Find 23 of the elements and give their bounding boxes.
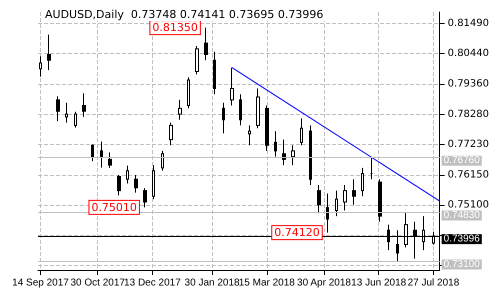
x-tick-label: 13 Jun 2018 bbox=[351, 278, 407, 288]
annotation: 0.74120 bbox=[274, 226, 320, 240]
x-tick-label: 27 Jul 2018 bbox=[408, 278, 460, 288]
x-tick-label: 30 Jan 2018 bbox=[184, 278, 240, 288]
ref-line-label: 0.74830 bbox=[444, 210, 480, 221]
ref-line-label: 0.73100 bbox=[444, 258, 480, 270]
ref-line-label: 0.73996 bbox=[444, 234, 480, 245]
y-tick-label: 0.80440 bbox=[448, 48, 490, 59]
y-tick-label: 0.81490 bbox=[448, 18, 490, 30]
x-tick-label: 15 Mar 2018 bbox=[238, 278, 296, 288]
y-tick-label: 0.79360 bbox=[448, 78, 490, 90]
y-tick-label: 0.76150 bbox=[448, 170, 490, 181]
x-tick-label: 14 Sep 2017 bbox=[12, 278, 70, 288]
y-tick-label: 0.78280 bbox=[448, 109, 490, 120]
x-tick-label: 13 Dec 2017 bbox=[124, 278, 182, 288]
x-tick-label: 30 Apr 2018 bbox=[297, 278, 352, 288]
chart-title: AUDUSD,Daily 0.73748 0.74141 0.73695 0.73996 bbox=[45, 8, 324, 21]
y-tick-label: 0.75100 bbox=[448, 199, 490, 210]
ref-line-label: 0.76760 bbox=[444, 155, 480, 166]
annotation: 0.81350 bbox=[152, 21, 198, 34]
y-tick-label: 0.77230 bbox=[448, 138, 490, 150]
annotation: 0.75010 bbox=[91, 200, 137, 214]
x-tick-label: 30 Oct 2017 bbox=[70, 278, 126, 288]
